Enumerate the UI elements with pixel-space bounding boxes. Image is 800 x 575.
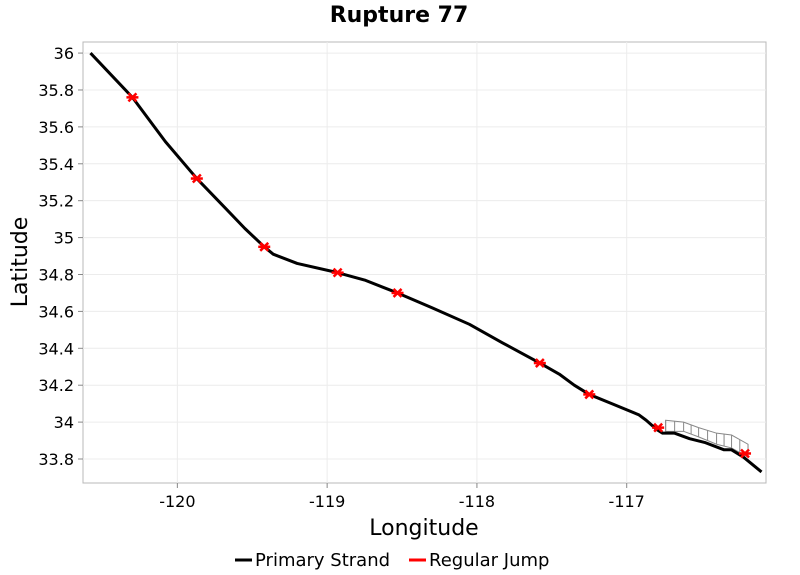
y-axis-label: Latitude <box>8 217 33 308</box>
legend-label-regular-jump: Regular Jump <box>429 550 549 571</box>
y-tick-label: 35.2 <box>38 192 74 211</box>
x-tick-label: -118 <box>459 492 495 511</box>
jump-marker <box>331 267 344 278</box>
legend: Primary Strand Regular Jump <box>235 550 549 571</box>
chart-title: Rupture 77 <box>330 3 469 28</box>
jump-marker <box>652 422 665 433</box>
jump-markers <box>126 92 752 459</box>
jump-marker <box>391 288 404 298</box>
y-tick-label: 35.6 <box>38 118 74 137</box>
legend-label-primary-strand: Primary Strand <box>255 550 390 571</box>
x-tick-label: -117 <box>609 492 645 511</box>
y-tick-label: 34.8 <box>38 265 74 284</box>
y-tick-label: 35.4 <box>38 155 74 174</box>
jump-marker <box>739 448 752 459</box>
x-tick-labels: -120 -119 -118 -117 <box>159 483 645 511</box>
y-tick-label: 33.8 <box>38 450 74 469</box>
y-tick-label: 34.4 <box>38 339 74 358</box>
y-tick-label: 35.8 <box>38 81 74 100</box>
jump-marker <box>190 173 203 184</box>
jump-marker <box>126 92 139 103</box>
jump-marker <box>533 358 546 368</box>
y-tick-label: 34.6 <box>38 302 74 321</box>
jump-marker <box>258 241 271 252</box>
x-axis-label: Longitude <box>369 516 478 541</box>
y-tick-label: 34 <box>54 413 74 432</box>
plot-area <box>82 41 767 484</box>
y-tick-label: 34.2 <box>38 376 74 395</box>
jump-marker <box>583 389 596 400</box>
x-tick-label: -119 <box>309 492 345 511</box>
y-tick-labels: 33.8 34 34.2 34.4 34.6 34.8 35 35.2 35.4 35.6 35.8… <box>38 44 83 469</box>
y-tick-label: 35 <box>54 229 74 248</box>
grid <box>83 42 766 483</box>
x-tick-label: -120 <box>159 492 195 511</box>
y-tick-label: 36 <box>54 44 74 63</box>
